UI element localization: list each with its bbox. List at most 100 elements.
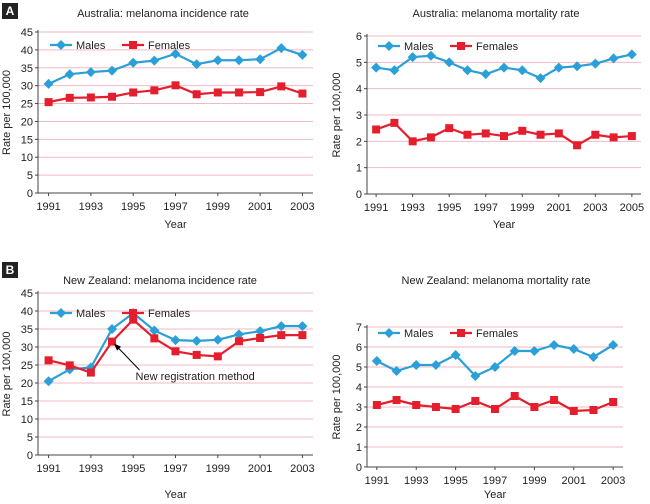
chart4-legend-females-label: Females — [476, 328, 519, 340]
chart2-males-point — [626, 49, 637, 60]
chart1-males-point — [128, 57, 139, 68]
chart3-females-point — [65, 361, 74, 370]
chart2-females-point — [591, 130, 600, 139]
chart3-y-tick-label: 20 — [21, 378, 33, 390]
chart3-females-point — [44, 356, 53, 365]
chart4-males-point — [588, 352, 599, 362]
panel-label-b: B — [2, 262, 18, 278]
chart4-x-axis-label: Year — [484, 489, 507, 501]
chart1-legend-males-marker — [56, 40, 66, 50]
chart3-males-point — [297, 321, 308, 332]
chart1-y-tick-label: 0 — [27, 188, 33, 200]
chart1-y-tick-label: 30 — [21, 81, 33, 93]
chart1-males-point — [212, 55, 223, 66]
chart3-x-tick-label: 1997 — [163, 463, 187, 475]
chart2-females-point — [481, 129, 490, 138]
chart4-males-point — [411, 360, 422, 370]
chart3-females-point — [171, 347, 180, 356]
chart3-legend-males-marker — [56, 308, 66, 318]
chart4-title: New Zealand: melanoma mortality rate — [402, 275, 591, 287]
chart2-males-point — [590, 58, 601, 69]
chart3-title: New Zealand: melanoma incidence rate — [63, 275, 257, 287]
chart1-x-tick-label: 1997 — [163, 201, 187, 213]
chart3-males-point — [107, 324, 118, 334]
chart4-females-point — [550, 396, 559, 404]
chart2-x-tick-label: 2005 — [620, 202, 644, 214]
chart1-males-point — [170, 48, 181, 59]
chart3-y-tick-label: 10 — [21, 414, 33, 426]
chart2-y-tick-label: 0 — [356, 189, 362, 201]
chart2-legend-females-label: Females — [476, 41, 519, 53]
chart3-females-point — [129, 315, 138, 324]
chart2-title: Australia: melanoma mortality rate — [413, 8, 580, 20]
chart1-males-point — [149, 55, 160, 66]
chart4-males-point — [430, 360, 441, 370]
chart3-y-tick-label: 30 — [21, 342, 33, 354]
chart1-title: Australia: melanoma incidence rate — [77, 8, 249, 20]
chart4-males-point — [490, 362, 500, 372]
chart3-males-point — [233, 329, 244, 340]
chart2-males-point — [608, 53, 619, 64]
chart3-females-point — [234, 337, 243, 346]
chart2-x-tick-label: 1995 — [437, 202, 461, 214]
chart1-y-tick-label: 20 — [21, 116, 33, 128]
chart2-y-tick-label: 3 — [356, 110, 362, 122]
chart4-females-point — [609, 398, 618, 406]
chart4-males-point — [391, 366, 402, 376]
chart3-x-axis-label: Year — [164, 489, 187, 501]
chart3-males-point — [276, 321, 287, 332]
chart1-y-tick-label: 40 — [21, 45, 33, 57]
chart4-legend-males-marker — [384, 328, 394, 338]
chart2-legend-females-marker — [457, 42, 465, 50]
chart2-females-point — [463, 130, 472, 139]
chart3-females-point — [213, 352, 222, 361]
chart4-y-axis-label: Rate per 100,000 — [331, 354, 343, 439]
chart1-x-tick-label: 2001 — [248, 201, 272, 213]
chart1-males-point — [191, 59, 202, 70]
chart2-y-axis-label: Rate per 100,000 — [331, 72, 343, 157]
chart1-legend-females-marker — [129, 41, 137, 49]
chart3-y-tick-label: 5 — [27, 432, 33, 444]
chart1-females-point — [213, 88, 222, 97]
chart4-females-point — [392, 396, 401, 404]
chart4-females-point — [471, 397, 480, 405]
chart1-males-point — [43, 78, 54, 89]
chart3-females-point — [86, 368, 95, 377]
chart4-y-tick-label: 7 — [356, 322, 362, 334]
chart1-males-point — [85, 67, 96, 78]
chart3-y-tick-label: 0 — [27, 450, 33, 462]
chart2-x-tick-label: 1993 — [400, 202, 424, 214]
chart1-y-tick-label: 35 — [21, 63, 33, 75]
chart2-x-axis-label: Year — [493, 219, 516, 231]
chart3-males-point — [149, 325, 160, 336]
chart4-females-point — [412, 401, 421, 409]
chart4-males-point — [529, 346, 540, 356]
chart3-females-point — [298, 331, 307, 340]
chart1-females-point — [150, 86, 159, 95]
chart2-legend-males-label: Males — [404, 41, 434, 53]
chart3-y-tick-label: 15 — [21, 396, 33, 408]
chart1-females-point — [234, 88, 243, 97]
chart2-males-point — [572, 61, 583, 72]
chart2-x-tick-label: 1997 — [473, 202, 497, 214]
chart3-x-tick-label: 2001 — [248, 463, 272, 475]
chart4-y-tick-label: 4 — [356, 382, 362, 394]
chart1-y-tick-label: 45 — [21, 27, 33, 39]
chart2-males-point — [425, 50, 436, 61]
chart4-females-point — [431, 403, 440, 411]
chart2-females-point — [609, 133, 618, 142]
chart1-x-tick-label: 2003 — [290, 201, 314, 213]
chart2-males-point — [444, 57, 455, 68]
chart3-annotation-arrow-line — [115, 345, 140, 371]
chart3-x-tick-label: 1993 — [79, 463, 103, 475]
chart4-x-tick-label: 1993 — [404, 475, 428, 487]
chart2-x-tick-label: 2003 — [583, 202, 607, 214]
chart2-y-tick-label: 5 — [356, 57, 362, 69]
chart2-legend-males-marker — [384, 41, 394, 51]
chart3-y-axis-label: Rate per 100,000 — [1, 331, 13, 416]
chart4-males-point — [549, 340, 560, 350]
chart3-legend-males-label: Males — [76, 308, 106, 320]
chart3-legend-females-marker — [129, 309, 137, 317]
chart1-y-tick-label: 10 — [21, 152, 33, 164]
chart1-females-point — [171, 81, 180, 90]
